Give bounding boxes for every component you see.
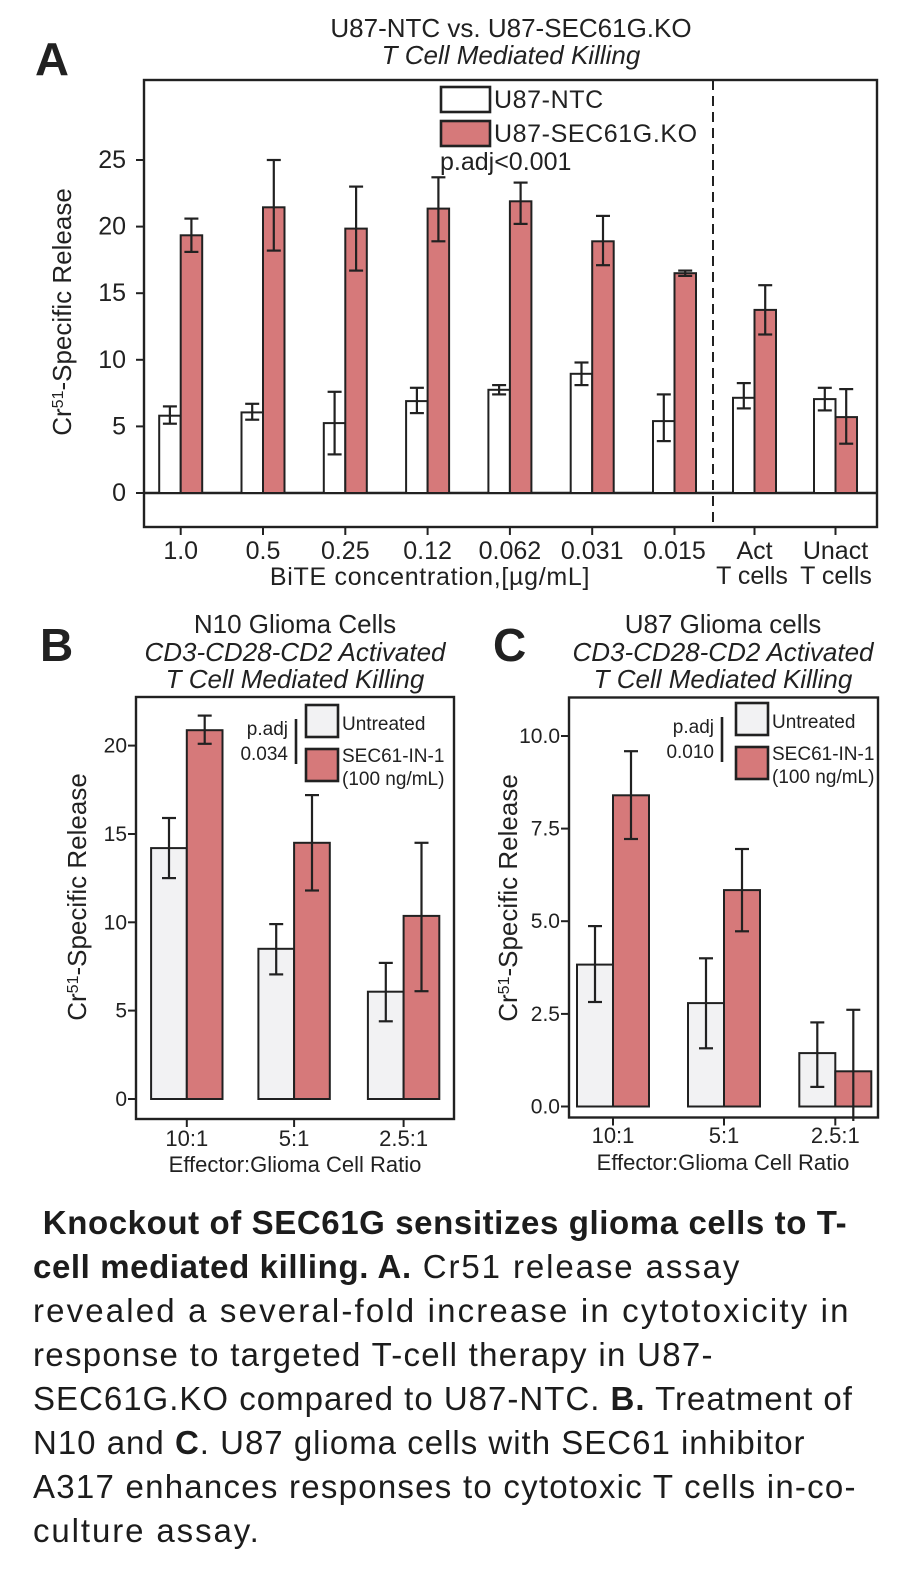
svg-text:0.5: 0.5 [246, 537, 281, 565]
svg-text:T Cell Mediated Killing: T Cell Mediated Killing [594, 664, 853, 694]
svg-text:5: 5 [112, 412, 126, 440]
svg-text:SEC61-IN-1: SEC61-IN-1 [772, 744, 874, 765]
svg-text:2.5:1: 2.5:1 [379, 1126, 428, 1151]
svg-text:0: 0 [112, 479, 126, 507]
svg-text:5.0: 5.0 [531, 910, 560, 933]
svg-text:10:1: 10:1 [165, 1126, 208, 1151]
svg-text:(100 ng/mL): (100 ng/mL) [342, 769, 444, 790]
svg-text:BiTE concentration,[µg/mL]: BiTE concentration,[µg/mL] [270, 563, 590, 591]
svg-text:10: 10 [104, 911, 127, 934]
svg-text:CD3-CD28-CD2 Activated: CD3-CD28-CD2 Activated [572, 637, 875, 667]
svg-text:U87-SEC61G.KO: U87-SEC61G.KO [494, 120, 698, 148]
svg-text:U87-NTC: U87-NTC [494, 86, 604, 114]
svg-text:20: 20 [98, 213, 126, 241]
svg-text:20: 20 [104, 735, 127, 758]
svg-text:Effector:Glioma Cell Ratio: Effector:Glioma Cell Ratio [169, 1152, 422, 1177]
svg-text:p.adj: p.adj [673, 717, 714, 738]
svg-text:T Cell Mediated Killing: T Cell Mediated Killing [166, 664, 425, 694]
svg-text:0.015: 0.015 [643, 537, 706, 565]
svg-text:Untreated: Untreated [772, 712, 855, 733]
svg-text:N10 Glioma Cells: N10 Glioma Cells [194, 609, 396, 639]
svg-text:Act: Act [736, 537, 772, 565]
svg-text:T cells: T cells [800, 562, 872, 590]
svg-text:C: C [493, 619, 526, 671]
svg-text:SEC61-IN-1: SEC61-IN-1 [342, 746, 444, 767]
svg-text:B: B [40, 619, 73, 671]
svg-text:(100 ng/mL): (100 ng/mL) [772, 767, 874, 788]
svg-text:0.031: 0.031 [561, 537, 624, 565]
svg-text:15: 15 [98, 279, 126, 307]
svg-text:T Cell Mediated Killing: T Cell Mediated Killing [382, 40, 641, 70]
svg-text:10.0: 10.0 [519, 725, 560, 748]
svg-text:0.034: 0.034 [240, 744, 288, 765]
svg-text:T cells: T cells [716, 562, 788, 590]
svg-text:0.010: 0.010 [666, 742, 714, 763]
svg-text:2.5:1: 2.5:1 [811, 1123, 860, 1148]
svg-text:0: 0 [115, 1088, 127, 1111]
svg-text:10:1: 10:1 [592, 1123, 635, 1148]
svg-text:5: 5 [115, 1000, 127, 1023]
svg-text:Cr51-Specific Release: Cr51-Specific Release [47, 188, 77, 436]
svg-text:0.25: 0.25 [321, 537, 370, 565]
svg-text:5:1: 5:1 [279, 1126, 310, 1151]
svg-text:10: 10 [98, 346, 126, 374]
svg-text:Cr51-Specific Release: Cr51-Specific Release [493, 774, 523, 1022]
svg-text:CD3-CD28-CD2 Activated: CD3-CD28-CD2 Activated [144, 637, 447, 667]
svg-text:Unact: Unact [803, 537, 868, 565]
svg-text:1.0: 1.0 [163, 537, 198, 565]
svg-text:Cr51-Specific Release: Cr51-Specific Release [62, 773, 92, 1021]
svg-text:2.5: 2.5 [531, 1003, 560, 1026]
svg-text:25: 25 [98, 146, 126, 174]
svg-text:U87-NTC vs. U87-SEC61G.KO: U87-NTC vs. U87-SEC61G.KO [330, 13, 691, 43]
svg-text:0.0: 0.0 [531, 1096, 560, 1119]
svg-text:0.062: 0.062 [479, 537, 542, 565]
svg-text:A: A [35, 33, 69, 85]
svg-text:15: 15 [104, 823, 127, 846]
svg-text:p.adj<0.001: p.adj<0.001 [440, 148, 571, 176]
svg-text:0.12: 0.12 [403, 537, 452, 565]
svg-text:5:1: 5:1 [709, 1123, 740, 1148]
svg-text:Effector:Glioma Cell Ratio: Effector:Glioma Cell Ratio [597, 1150, 850, 1175]
svg-text:U87 Glioma cells: U87 Glioma cells [625, 609, 822, 639]
svg-text:Untreated: Untreated [342, 714, 425, 735]
svg-text:p.adj: p.adj [247, 719, 288, 740]
svg-text:7.5: 7.5 [531, 818, 560, 841]
